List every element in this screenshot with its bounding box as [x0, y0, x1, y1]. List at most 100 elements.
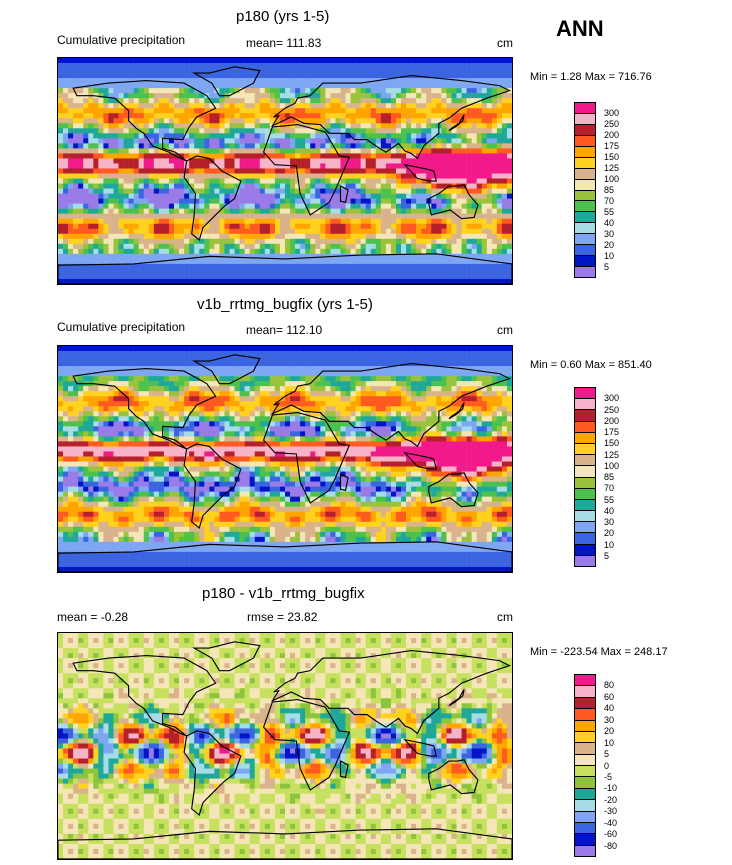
colorbar-tick-label: 175 — [604, 427, 620, 437]
panel2-title: v1b_rrtmg_bugfix (yrs 1-5) — [197, 296, 373, 313]
colorbar-tick-label: 300 — [604, 108, 620, 118]
coastline-path — [428, 184, 479, 220]
colorbar-swatch — [575, 245, 595, 257]
coastline-path — [270, 650, 511, 735]
colorbar-swatch — [575, 256, 595, 268]
coastline-path — [262, 698, 351, 791]
colorbar-swatch — [575, 709, 595, 721]
colorbar-tick-label: -20 — [604, 794, 618, 805]
colorbar-tick-label: -10 — [604, 783, 618, 794]
coastline-path — [72, 368, 217, 450]
colorbar-tick-label: 85 — [604, 472, 615, 482]
coastline-path — [183, 155, 242, 242]
colorbar-tick-label: 100 — [604, 174, 620, 184]
coastline-path — [270, 363, 511, 448]
colorbar-tick-label: 40 — [604, 218, 615, 228]
colorbar-swatch — [575, 788, 595, 801]
colorbar-swatch — [575, 201, 595, 213]
panel1-minmax: Min = 1.28 Max = 716.76 — [530, 71, 652, 83]
coastline-path — [403, 451, 438, 470]
coastline-path — [428, 472, 479, 508]
coastline-path — [183, 443, 242, 530]
coastline-path — [339, 760, 349, 779]
panel2-left-label: Cumulative precipitation — [57, 320, 186, 334]
coastline-path — [339, 473, 349, 492]
coastline-path — [262, 411, 351, 504]
colorbar-swatch — [575, 421, 595, 433]
field-plot — [58, 346, 512, 572]
field-cells — [58, 633, 512, 859]
panel3-minmax: Min = -223.54 Max = 248.17 — [530, 646, 668, 658]
coastline-path — [58, 253, 512, 284]
colorbar-swatch — [575, 522, 595, 534]
coastline-path — [448, 402, 465, 420]
coastline-path — [58, 828, 512, 859]
colorbar-swatch — [575, 466, 595, 478]
colorbar-swatch — [575, 455, 595, 467]
panel2-colorbar — [574, 387, 596, 567]
colorbar-tick-label: 30 — [604, 229, 615, 239]
colorbar-tick-label: 250 — [604, 404, 620, 415]
colorbar-swatch — [575, 845, 595, 856]
panel1-colorbar — [574, 102, 596, 278]
panel1-units: cm — [497, 36, 513, 50]
colorbar-swatch — [575, 410, 595, 422]
field-plot — [58, 633, 512, 859]
panel3-colorbar — [574, 674, 596, 857]
colorbar-tick-label: -80 — [604, 840, 618, 851]
panel1-mean: mean= 111.83 — [246, 36, 322, 50]
colorbar-tick-label: 150 — [604, 152, 620, 162]
colorbar-swatch — [575, 675, 595, 687]
colorbar-swatch — [575, 443, 595, 456]
colorbar-tick-label: -30 — [604, 806, 618, 817]
colorbar-tick-label: 70 — [604, 483, 615, 494]
colorbar-tick-label: 10 — [604, 737, 615, 748]
colorbar-tick-label: 125 — [604, 163, 620, 173]
colorbar-tick-label: 70 — [604, 196, 615, 206]
coastline-path — [192, 354, 261, 385]
colorbar-tick-label: 40 — [604, 505, 615, 516]
colorbar-swatch — [575, 103, 595, 114]
colorbar-swatch — [575, 113, 595, 125]
colorbar-tick-label: 30 — [604, 517, 615, 527]
colorbar-swatch — [575, 190, 595, 202]
colorbar-tick-label: 200 — [604, 415, 620, 426]
colorbar-swatch — [575, 388, 595, 400]
panel2-precip-map — [57, 345, 513, 573]
panel3-units: cm — [497, 610, 513, 624]
colorbar-swatch — [575, 488, 595, 500]
colorbar-tick-label: 55 — [604, 207, 615, 217]
panel3-diff-map — [57, 632, 513, 860]
field-cells — [58, 58, 512, 284]
coastline-path — [403, 163, 438, 182]
panel1-precip-map — [57, 57, 513, 285]
colorbar-swatch — [575, 511, 595, 523]
colorbar-swatch — [575, 544, 595, 556]
season-label: ANN — [556, 16, 604, 41]
field-cells — [58, 346, 512, 572]
colorbar-swatch — [575, 477, 595, 489]
colorbar-tick-label: 20 — [604, 726, 615, 737]
coastline-path — [183, 730, 242, 817]
colorbar-swatch — [575, 766, 595, 778]
colorbar-tick-label: 175 — [604, 141, 620, 151]
colorbar-swatch — [575, 432, 595, 444]
coastline-path — [448, 689, 465, 707]
panel2-mean: mean= 112.10 — [246, 323, 323, 337]
colorbar-tick-label: 10 — [604, 251, 615, 261]
coastline-path — [192, 641, 261, 672]
colorbar-swatch — [575, 697, 595, 710]
coastline-path — [270, 75, 511, 160]
colorbar-swatch — [575, 743, 595, 755]
colorbar-swatch — [575, 234, 595, 246]
colorbar-tick-label: 5 — [604, 550, 610, 561]
colorbar-swatch — [575, 168, 595, 180]
colorbar-tick-label: 20 — [604, 240, 615, 250]
colorbar-swatch — [575, 686, 595, 698]
panel3-title: p180 - v1b_rrtmg_bugfix — [202, 585, 365, 602]
colorbar-tick-label: -5 — [604, 771, 613, 782]
colorbar-tick-label: 60 — [604, 691, 615, 702]
colorbar-swatch — [575, 555, 595, 566]
colorbar-tick-label: 20 — [604, 528, 615, 539]
colorbar-tick-label: 0 — [604, 760, 610, 771]
